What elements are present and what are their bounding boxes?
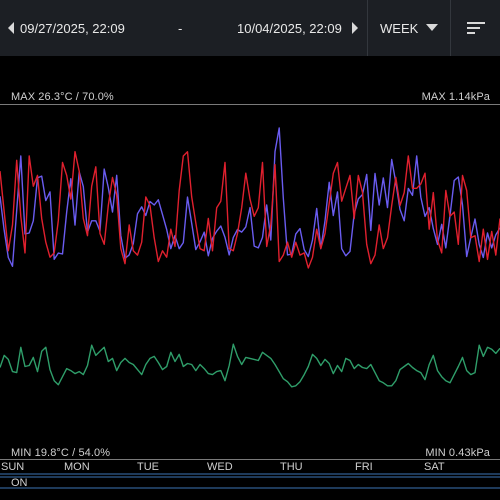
sort-menu-button[interactable] (451, 0, 500, 56)
sort-lines-icon (466, 22, 485, 34)
period-label: WEEK (380, 20, 419, 36)
max-vpd-label: MAX 1.14kPa (421, 91, 490, 103)
toolbar-divider (367, 0, 369, 56)
day-label-sat: SAT (424, 461, 445, 473)
next-period-button[interactable] (350, 0, 360, 56)
chevron-down-icon (426, 24, 439, 31)
day-axis-line (0, 473, 500, 475)
status-row: ON (0, 476, 500, 490)
day-label-wed: WED (207, 461, 233, 473)
date-range-toolbar: 09/27/2025, 22:09 - 10/04/2025, 22:09 WE… (0, 0, 500, 56)
vpd-line (0, 343, 500, 388)
status-bar (0, 476, 500, 489)
temperature-line (0, 151, 500, 269)
min-temp-humidity-label: MIN 19.8°C / 54.0% (11, 447, 111, 459)
max-temp-humidity-label: MAX 26.3°C / 70.0% (11, 91, 114, 103)
day-label-thu: THU (280, 461, 303, 473)
previous-period-button[interactable] (6, 0, 16, 56)
humidity-line (0, 127, 500, 267)
day-label-mon: MON (64, 461, 90, 473)
status-label: ON (11, 477, 28, 489)
date-range-selector: 09/27/2025, 22:09 - 10/04/2025, 22:09 (0, 0, 367, 56)
day-label-tue: TUE (137, 461, 159, 473)
min-vpd-label: MIN 0.43kPa (425, 447, 490, 459)
series-layer (0, 127, 500, 388)
caret-left-icon (8, 22, 14, 34)
caret-right-icon (352, 22, 358, 34)
range-end-datetime[interactable]: 10/04/2025, 22:09 (237, 20, 342, 36)
day-label-fri: FRI (355, 461, 373, 473)
day-label-sun: SUN (1, 461, 25, 473)
period-dropdown[interactable]: WEEK (368, 0, 450, 56)
range-separator: - (178, 20, 183, 36)
day-axis: SUN MON TUE WED THU FRI SAT (0, 460, 500, 475)
toolbar-divider (450, 0, 452, 56)
range-start-datetime[interactable]: 09/27/2025, 22:09 (20, 20, 125, 36)
